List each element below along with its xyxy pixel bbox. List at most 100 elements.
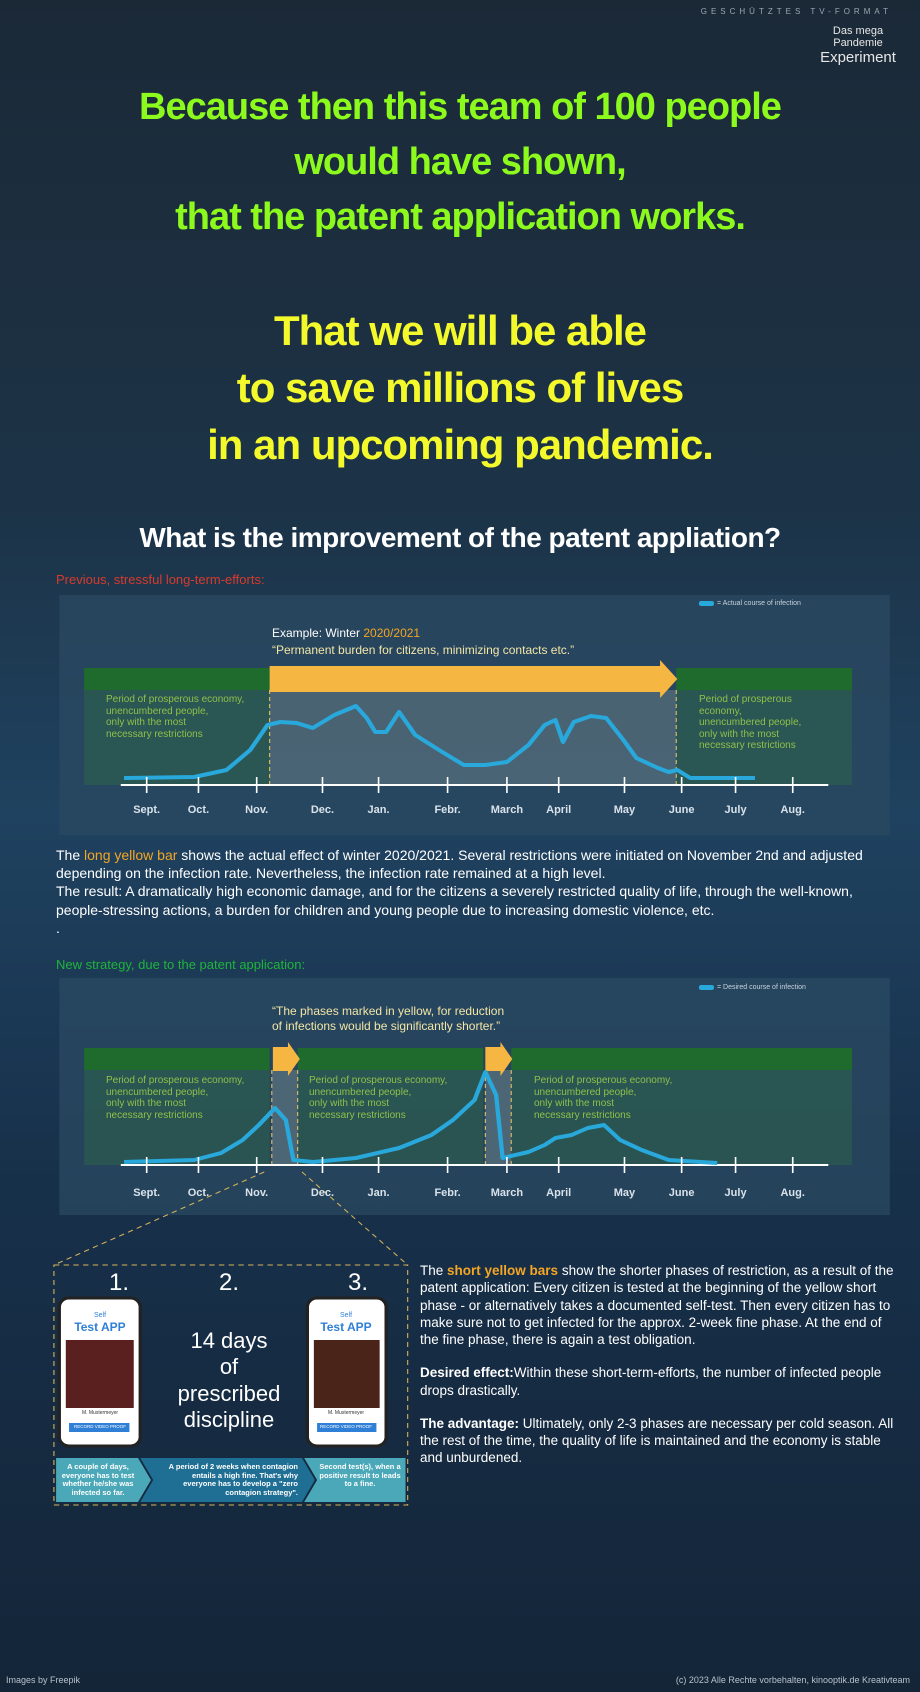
month-label: May — [613, 804, 636, 816]
month-label: Aug. — [780, 804, 805, 816]
line: necessary restrictions — [106, 1109, 203, 1121]
text: Ultimately, only 2-3 phases are necessar… — [420, 1415, 894, 1466]
line: only with the most — [309, 1098, 390, 1109]
legend: = Desired course of infection — [717, 984, 806, 991]
phone-name: M. Mustermeyer — [81, 1410, 119, 1416]
highlight: short yellow bars — [447, 1263, 559, 1278]
axis-ticks — [145, 777, 794, 793]
headline: in an upcoming pandemic. — [207, 421, 714, 468]
caption: A period of 2 weeks when contagion entai… — [168, 1462, 298, 1497]
legend-swatch — [698, 985, 714, 990]
legend: = Actual course of infection — [717, 600, 801, 607]
step-number: 2. — [218, 1269, 240, 1296]
line: necessary restrictions — [106, 728, 203, 740]
line: unencumbered people, — [534, 1086, 637, 1098]
green-bar — [676, 668, 853, 690]
logo-line: Das mega — [832, 25, 884, 37]
text: The result: A dramatically high economic… — [56, 883, 853, 918]
infection-curve — [123, 704, 755, 780]
restriction-area — [269, 690, 677, 785]
line: of infections would be significantly sho… — [272, 1019, 501, 1033]
month-label: Dec. — [310, 804, 335, 816]
month-label: July — [724, 804, 747, 816]
month-label: March — [490, 1187, 524, 1199]
line: necessary restrictions — [309, 1109, 406, 1121]
month-label: Sept. — [133, 1187, 161, 1199]
month-label: Oct. — [187, 1187, 210, 1199]
month-label: April — [546, 1187, 572, 1199]
short-yellow-bar — [485, 1042, 513, 1076]
zoom-lines — [53, 1171, 409, 1506]
line: Period of prosperous economy, — [106, 1075, 245, 1086]
example-text: Example: Winter — [272, 626, 364, 640]
line: Period of prosperous economy, — [106, 694, 245, 705]
section-label: Previous, stressful long-term-efforts: — [56, 572, 265, 587]
step-number: 3. — [347, 1269, 369, 1296]
month-label: March — [490, 804, 524, 816]
month-label: Febr. — [434, 1187, 461, 1199]
explanation-paragraph: The advantage: Ultimately, only 2-3 phas… — [420, 1415, 898, 1467]
phone — [57, 1296, 142, 1448]
bold: The advantage: — [420, 1415, 520, 1431]
month-label: Febr. — [434, 804, 461, 816]
green-area — [84, 1070, 270, 1165]
explanation-paragraph: Desired effect:Within these short-term-e… — [420, 1364, 898, 1399]
month-label: Nov. — [245, 804, 269, 816]
explanation-paragraph: The short yellow bars show the shorter p… — [420, 1262, 898, 1348]
text: The — [56, 847, 85, 863]
long-yellow-bar — [269, 660, 678, 698]
month-label: May — [613, 1187, 636, 1199]
line: necessary restrictions — [534, 1109, 631, 1121]
green-area — [511, 1070, 853, 1165]
line: economy, — [699, 705, 742, 717]
text: show the shorter phases of restriction, … — [420, 1263, 894, 1348]
quote: “The phases marked in yellow, for reduct… — [272, 1004, 504, 1034]
phone-self: Self — [93, 1312, 107, 1319]
headline: to save millions of lives — [236, 364, 684, 411]
axis-ticks — [145, 1157, 794, 1173]
green-bar — [84, 1048, 270, 1070]
line: unencumbered people, — [106, 1086, 209, 1098]
phone-app: Test APP — [320, 1320, 372, 1334]
line: prescribed — [177, 1380, 281, 1406]
question: What is the improvement of the patent ap… — [139, 522, 781, 553]
line: only with the most — [106, 1098, 187, 1109]
line: 14 days — [190, 1328, 268, 1353]
month-label: July — [724, 1187, 747, 1199]
text: shows the actual effect of winter 2020/2… — [56, 847, 863, 882]
green-bar — [511, 1048, 853, 1070]
period-text: Period of prosperous economy, unencumber… — [106, 694, 244, 740]
line: “The phases marked in yellow, for reduct… — [272, 1004, 505, 1018]
caption-band — [304, 1458, 406, 1502]
bold: Desired effect: — [420, 1365, 514, 1381]
month-label: Jan. — [367, 1187, 390, 1199]
line: only with the most — [106, 717, 187, 728]
line: discipline — [183, 1407, 275, 1433]
section-label: New strategy, due to the patent applicat… — [56, 957, 306, 972]
month-label: Jan. — [367, 804, 390, 816]
caption-band — [140, 1458, 315, 1502]
headline: that the patent application works. — [175, 196, 746, 238]
phone-self: Self — [339, 1312, 353, 1319]
period-text: Period of prosperous economy, unencumber… — [699, 694, 801, 752]
period-text: Period of prosperous economy, unencumber… — [309, 1075, 447, 1121]
month-label: June — [668, 1187, 695, 1199]
example-year: 2020/2021 — [363, 626, 421, 640]
caption: A couple of days, everyone has to test w… — [61, 1462, 135, 1497]
phone — [305, 1296, 388, 1448]
line: of — [219, 1354, 239, 1380]
phone-name: M. Mustermeyer — [327, 1410, 365, 1416]
phone-button: RECORD VIDEO PROOF — [319, 1424, 373, 1429]
explanation: The short yellow bars show the shorter p… — [420, 1262, 898, 1467]
logo-line: Experiment — [820, 49, 896, 66]
line: Period of prosperous economy, — [534, 1075, 673, 1086]
green-bar — [84, 668, 270, 690]
line: unencumbered people, — [699, 717, 802, 728]
logo-line: Pandemie — [833, 37, 883, 49]
line: only with the most — [699, 728, 780, 740]
headline: would have shown, — [294, 141, 626, 183]
infection-curve — [123, 1070, 718, 1165]
line: necessary restrictions — [699, 740, 796, 751]
line: Period of prosperous — [699, 694, 792, 705]
line: only with the most — [534, 1098, 615, 1109]
